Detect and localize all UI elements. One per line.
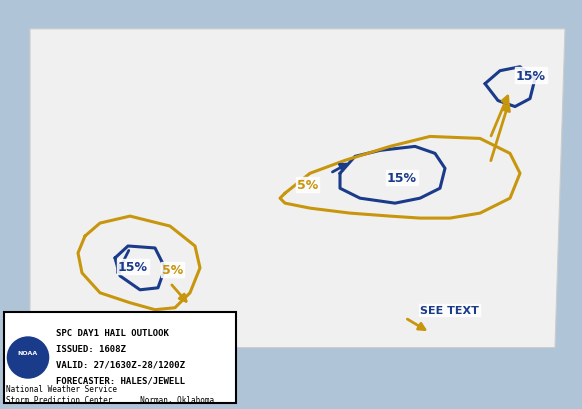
Text: 15%: 15% (516, 70, 546, 83)
Circle shape (6, 336, 50, 380)
Text: 15%: 15% (118, 260, 148, 273)
Text: National Weather Service
Storm Prediction Center      Norman, Oklahoma: National Weather Service Storm Predictio… (6, 384, 214, 404)
Text: 5%: 5% (297, 179, 318, 192)
Text: NOAA: NOAA (18, 350, 38, 355)
Text: ISSUED: 1608Z: ISSUED: 1608Z (56, 344, 126, 353)
Text: VALID: 27/1630Z-28/1200Z: VALID: 27/1630Z-28/1200Z (56, 360, 185, 369)
Text: 5%: 5% (162, 263, 183, 276)
FancyBboxPatch shape (4, 312, 236, 403)
Text: SEE TEXT: SEE TEXT (420, 305, 479, 315)
Text: FORECASTER: HALES/JEWELL: FORECASTER: HALES/JEWELL (56, 375, 185, 384)
Text: SPC DAY1 HAIL OUTLOOK: SPC DAY1 HAIL OUTLOOK (56, 328, 169, 337)
Text: 15%: 15% (387, 172, 417, 185)
Polygon shape (30, 30, 565, 348)
